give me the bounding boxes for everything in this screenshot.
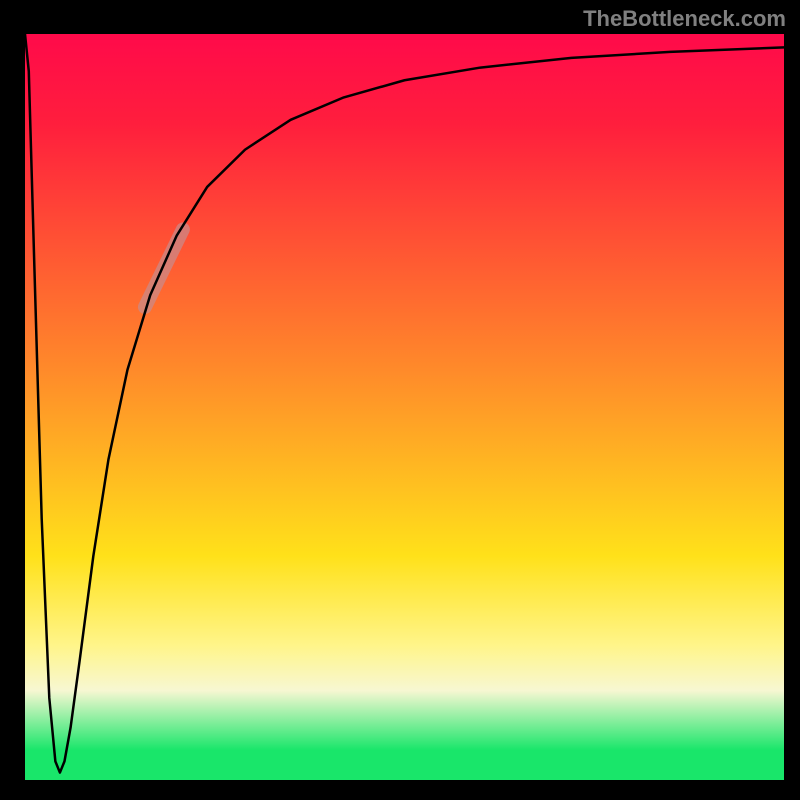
plot-area (25, 34, 784, 780)
bottleneck-curve (25, 34, 784, 773)
watermark-text: TheBottleneck.com (583, 6, 786, 32)
bottleneck-curve-svg (25, 34, 784, 780)
